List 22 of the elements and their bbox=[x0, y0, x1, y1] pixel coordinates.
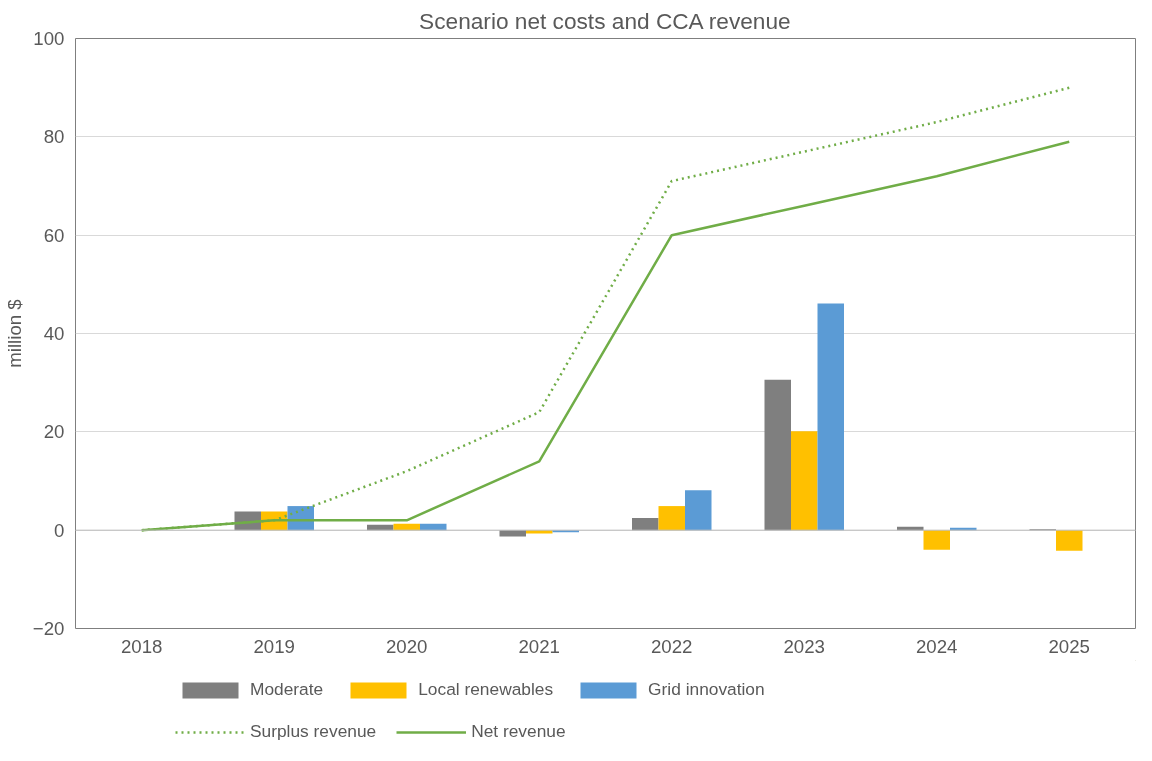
legend-label: Moderate bbox=[250, 679, 324, 700]
x-tick-label: 2024 bbox=[916, 635, 958, 657]
y-tick-label: 0 bbox=[54, 519, 65, 541]
x-tick-label: 2021 bbox=[518, 635, 561, 657]
x-tick-label: 2019 bbox=[253, 635, 296, 657]
legend-label: Net revenue bbox=[471, 721, 566, 742]
x-tick-label: 2023 bbox=[783, 635, 826, 657]
y-tick-label: 100 bbox=[33, 28, 65, 49]
y-tick-label: 80 bbox=[43, 126, 65, 148]
x-tick-label: 2018 bbox=[121, 635, 163, 657]
x-tick-label: 2020 bbox=[386, 635, 428, 657]
y-tick-label: 20 bbox=[43, 421, 65, 443]
x-tick-label: 2025 bbox=[1048, 635, 1091, 657]
legend-label: Grid innovation bbox=[648, 679, 765, 700]
x-tick-label: 2022 bbox=[651, 635, 693, 657]
chart-title: Scenario net costs and CCA revenue bbox=[419, 7, 791, 34]
y-tick-label: 60 bbox=[43, 224, 65, 246]
y-tick-label: −20 bbox=[32, 618, 65, 639]
legend-label: Local renewables bbox=[418, 679, 554, 700]
y-axis-title: million $ bbox=[3, 298, 25, 368]
legend-label: Surplus revenue bbox=[250, 721, 377, 742]
y-tick-label: 40 bbox=[43, 323, 65, 344]
